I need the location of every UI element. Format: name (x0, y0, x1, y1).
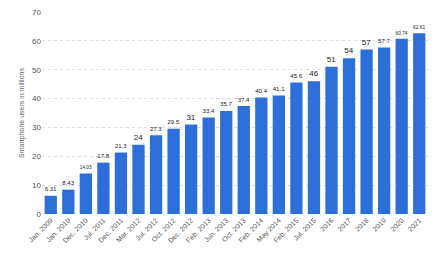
svg-text:14.03: 14.03 (80, 165, 92, 170)
svg-text:Jan. 2009: Jan. 2009 (27, 217, 54, 244)
svg-text:60: 60 (32, 37, 41, 46)
svg-text:Dec. 2010: Dec. 2010 (62, 217, 90, 245)
svg-text:2016: 2016 (319, 217, 335, 233)
svg-text:Jun. 2013: Jun. 2013 (203, 217, 230, 244)
svg-text:33.4: 33.4 (203, 107, 215, 114)
svg-text:45.6: 45.6 (290, 72, 302, 79)
svg-text:May 2014: May 2014 (255, 217, 282, 244)
svg-text:Smartphone users in millions: Smartphone users in millions (18, 68, 26, 158)
svg-text:70: 70 (32, 8, 41, 17)
svg-text:10: 10 (32, 181, 41, 190)
svg-text:40.4: 40.4 (255, 87, 267, 94)
svg-text:8.43: 8.43 (62, 179, 74, 186)
svg-text:21.3: 21.3 (115, 142, 127, 149)
svg-text:60.74: 60.74 (396, 31, 408, 36)
svg-text:50: 50 (32, 66, 41, 75)
svg-text:Jan. 2010: Jan. 2010 (45, 217, 72, 244)
svg-text:2021: 2021 (406, 217, 422, 233)
svg-text:6.31: 6.31 (45, 185, 57, 192)
svg-text:54: 54 (344, 46, 353, 55)
svg-text:46: 46 (309, 69, 318, 78)
svg-text:Jul. 2011: Jul. 2011 (82, 217, 107, 242)
svg-text:37.4: 37.4 (238, 96, 250, 103)
svg-text:2017: 2017 (336, 217, 352, 233)
svg-text:57.7: 57.7 (378, 37, 390, 44)
svg-text:31: 31 (186, 113, 195, 122)
svg-text:2020: 2020 (389, 217, 405, 233)
svg-text:57: 57 (362, 38, 371, 47)
svg-text:0: 0 (37, 210, 42, 219)
svg-text:40: 40 (32, 94, 41, 103)
svg-text:17.8: 17.8 (97, 152, 109, 159)
svg-text:Oct. 2012: Oct. 2012 (150, 217, 176, 243)
svg-text:Mar. 2012: Mar. 2012 (115, 217, 142, 244)
svg-text:Feb. 2013: Feb. 2013 (185, 217, 212, 244)
svg-text:Dec. 2012: Dec. 2012 (167, 217, 195, 245)
svg-text:2019: 2019 (371, 217, 387, 233)
svg-text:62.61: 62.61 (413, 25, 425, 30)
svg-text:2018: 2018 (354, 217, 370, 233)
svg-text:Feb. 2015: Feb. 2015 (272, 217, 299, 244)
svg-text:Dec. 2011: Dec. 2011 (97, 217, 124, 244)
svg-text:Jul. 2015: Jul. 2015 (292, 217, 317, 242)
svg-text:Oct. 2013: Oct. 2013 (221, 217, 247, 243)
svg-text:20: 20 (32, 152, 41, 161)
svg-text:35.7: 35.7 (220, 100, 232, 107)
svg-text:Jul. 2012: Jul. 2012 (134, 217, 159, 242)
svg-text:27.3: 27.3 (150, 125, 162, 132)
svg-text:Feb. 2014: Feb. 2014 (237, 217, 264, 244)
svg-text:41.1: 41.1 (273, 85, 285, 92)
svg-text:30: 30 (32, 123, 41, 132)
svg-text:24: 24 (134, 133, 143, 142)
svg-text:51: 51 (327, 55, 336, 64)
svg-text:29.5: 29.5 (167, 118, 179, 125)
